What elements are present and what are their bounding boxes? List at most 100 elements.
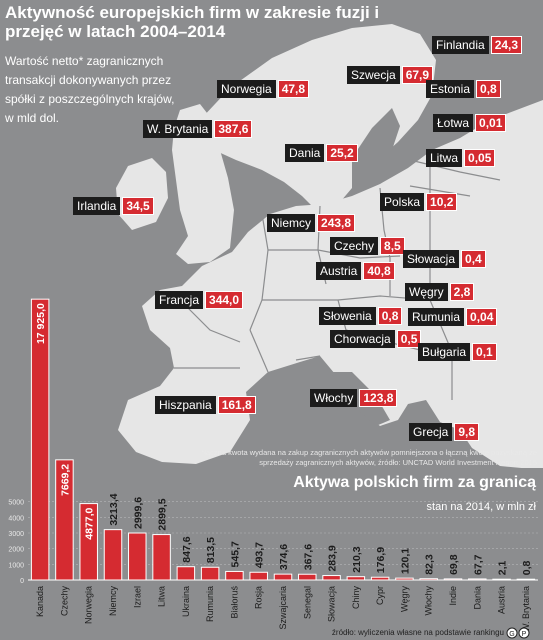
x-tick-label: Senegal	[302, 586, 312, 619]
country-value: 0,05	[464, 149, 496, 167]
bar-value-label: 367,6	[302, 544, 314, 570]
country-name: Włochy	[310, 389, 358, 407]
map-label: Rumunia 0,04	[408, 308, 498, 326]
bar-value-label: 283,9	[327, 545, 339, 571]
bar-value-label: 176,9	[375, 547, 387, 573]
country-value: 387,6	[214, 120, 253, 138]
map-label: W. Brytania 387,6	[143, 120, 253, 138]
map-label: Słowenia 0,8	[319, 307, 403, 325]
y-tick-label: 5000	[8, 500, 24, 507]
great-britain-landmass	[172, 104, 234, 264]
y-tick-label: 2000	[8, 547, 24, 554]
bar-value-label: 493,7	[254, 542, 266, 568]
bar-value-label: 69,8	[448, 554, 460, 575]
country-name: Szwecja	[347, 66, 400, 84]
country-value: 24,3	[490, 36, 523, 54]
x-tick-label: Chiny	[351, 586, 361, 610]
country-value: 243,8	[317, 214, 356, 232]
map-label: Słowacja 0,4	[403, 250, 486, 268]
bar	[273, 573, 293, 581]
country-value: 161,8	[217, 396, 256, 414]
country-value: 0,5	[396, 330, 422, 348]
country-value: 0,8	[476, 80, 501, 98]
bar-value-label: 82,3	[424, 554, 436, 575]
country-name: Rumunia	[408, 308, 465, 326]
country-name: Litwa	[426, 149, 463, 167]
country-name: Irlandia	[73, 197, 121, 215]
bar-value-label: 0,8	[521, 560, 533, 575]
bar-value-label: 847,6	[181, 536, 193, 562]
country-name: Czechy	[330, 237, 379, 255]
bar-value-label: 120,1	[399, 548, 411, 574]
country-value: 34,5	[122, 197, 154, 215]
bar	[298, 573, 317, 581]
country-value: 47,8	[277, 80, 310, 98]
x-tick-label: Rumunia	[205, 586, 215, 622]
country-name: Polska	[380, 193, 425, 211]
x-tick-label: Rosja	[254, 586, 264, 609]
country-name: Bułgaria	[418, 343, 471, 361]
publisher-logo-icon: G P	[506, 627, 530, 639]
svg-text:P: P	[522, 631, 527, 638]
country-name: Finlandia	[432, 36, 489, 54]
bar-value-label: 67,7	[472, 554, 484, 575]
chart-title: Aktywa polskich firm za granicą	[293, 474, 536, 491]
country-value: 0,01	[475, 114, 507, 132]
map-label: Hiszpania 161,8	[155, 396, 256, 414]
bar-value-label: 4877,0	[84, 507, 96, 539]
bar	[128, 532, 147, 581]
map-label: Finlandia 24,3	[432, 36, 523, 54]
bar-value-label: 17 925,0	[35, 303, 47, 344]
x-tick-label: Węgry	[399, 586, 409, 613]
map-label: Irlandia 34,5	[73, 197, 154, 215]
country-value: 0,8	[377, 307, 403, 325]
country-value: 10,2	[426, 193, 458, 211]
bar-value-label: 545,7	[229, 541, 241, 567]
x-tick-label: Norwegia	[84, 586, 94, 624]
country-value: 25,2	[326, 144, 358, 162]
country-value: 123,8	[359, 389, 398, 407]
country-name: Niemcy	[267, 214, 316, 232]
y-tick-label: 4000	[8, 515, 24, 522]
chart-subtitle: stan na 2014, w mln zł	[426, 501, 536, 513]
bar-value-label: 210,3	[351, 546, 363, 572]
x-tick-label: Słowacja	[327, 586, 337, 622]
x-tick-label: Litwa	[157, 586, 167, 607]
bar	[176, 566, 196, 581]
country-value: 9,8	[454, 423, 480, 441]
bar	[322, 575, 341, 581]
map-label: Francja 344,0	[155, 291, 244, 309]
country-value: 0,1	[472, 343, 497, 361]
map-label: Norwegia 47,8	[217, 80, 310, 98]
bar-chart: 0 1000 2000 3000 4000 5000 17 925,0 Kanada 7669,…	[0, 298, 543, 640]
x-tick-label: Niemcy	[108, 586, 118, 617]
bar	[152, 534, 171, 581]
country-name: Hiszpania	[155, 396, 216, 414]
map-label: Austria 40,8	[316, 262, 395, 280]
bar-value-label: 813,5	[205, 537, 217, 563]
bar	[200, 566, 220, 581]
country-value: 344,0	[205, 291, 244, 309]
country-value: 0,4	[461, 250, 486, 268]
map-label: Włochy 123,8	[310, 389, 398, 407]
map-label: Polska 10,2	[380, 193, 458, 211]
x-tick-label: Austria	[497, 586, 507, 614]
bar	[225, 570, 244, 581]
x-tick-label: Szwajcaria	[278, 586, 288, 630]
map-label: Węgry 2,8	[405, 283, 475, 301]
x-tick-label: W. Brytania	[521, 586, 531, 632]
country-name: Francja	[155, 291, 204, 309]
country-value: 2,8	[449, 283, 475, 301]
map-label: Łotwa 0,01	[433, 114, 507, 132]
map-label: Bułgaria 0,1	[418, 343, 497, 361]
country-name: W. Brytania	[143, 120, 213, 138]
country-name: Łotwa	[433, 114, 474, 132]
country-name: Chorwacja	[330, 330, 395, 348]
source-note: źródło: wyliczenia własne na podstawie r…	[331, 628, 504, 637]
x-tick-label: Indie	[448, 586, 458, 606]
x-tick-label: Izrael	[132, 586, 142, 608]
x-tick-label: Czechy	[59, 586, 69, 617]
bar	[103, 529, 123, 581]
y-tick-label: 0	[20, 578, 24, 585]
x-tick-label: Dania	[472, 586, 482, 610]
